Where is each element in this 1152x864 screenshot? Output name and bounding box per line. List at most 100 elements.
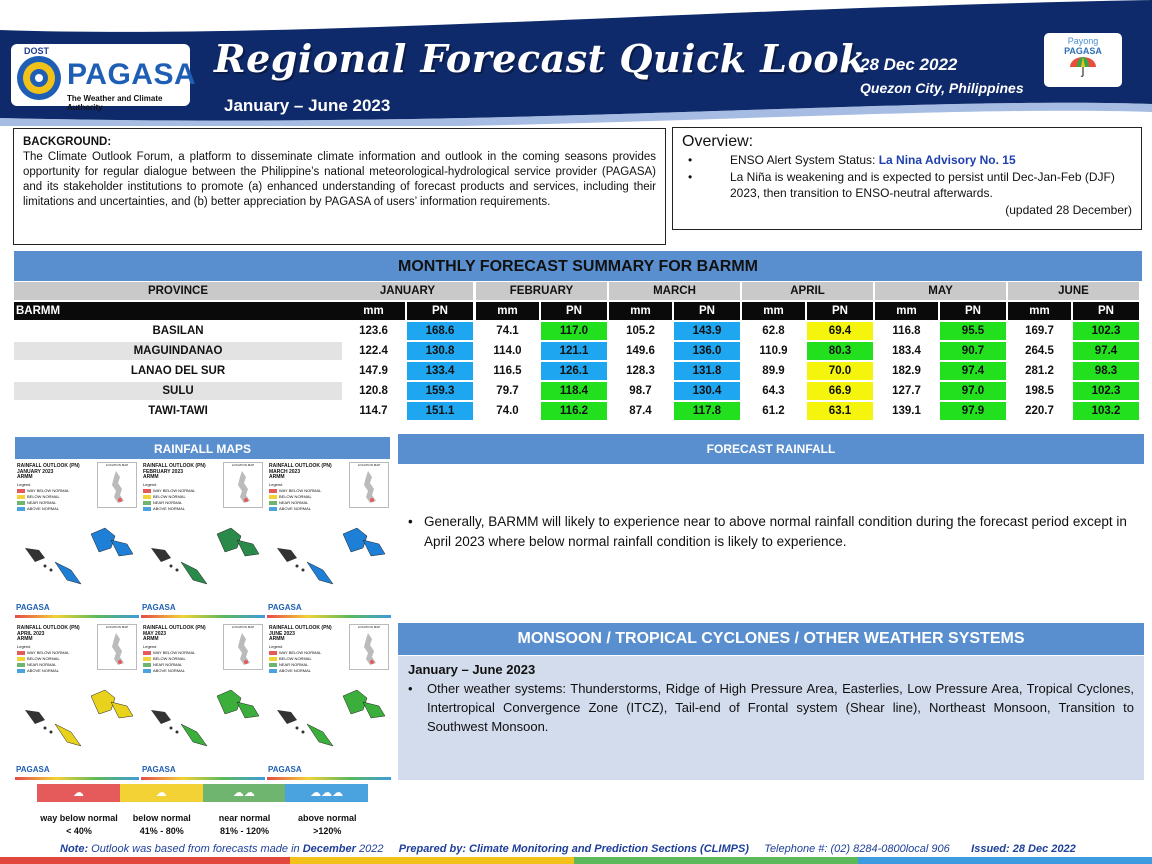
rainfall-mm: 149.6 [626, 345, 655, 357]
footer-telephone: Telephone #: (02) 8284-0800local 906 [764, 843, 950, 855]
rainfall-mm: 122.4 [359, 345, 388, 357]
rainfall-mm: 128.3 [626, 365, 655, 377]
map-title-line: ARMM [143, 636, 159, 642]
cloud-icon: ☁ [72, 787, 84, 799]
mini-legend-item: ABOVE NORMAL [269, 668, 321, 674]
legend-swatch [17, 662, 25, 667]
province-name: LANAO DEL SUR [130, 365, 226, 377]
rainfall-mm: 264.5 [1025, 345, 1054, 357]
mini-pagasa-logo: PAGASA [268, 603, 302, 612]
rainfall-mm: 281.2 [1025, 365, 1054, 377]
legend-label: way below normal < 40% [29, 812, 129, 838]
percent-normal: 117.0 [541, 322, 607, 340]
rainfall-maps-title: RAINFALL MAPS [15, 437, 390, 459]
percent-normal: 118.4 [541, 382, 607, 400]
mini-legend-item: BELOW NORMAL [269, 494, 321, 500]
forecast-rainfall-body: • Generally, BARMM will likely to experi… [408, 512, 1138, 552]
legend-swatch [269, 506, 277, 511]
weather-systems-period: January – June 2023 [408, 662, 536, 677]
table-row: MAGUINDANAO 122.4 130.8 114.0 121.1 149.6 136.… [14, 342, 1142, 362]
barmm-map-icon [277, 527, 386, 585]
map-title-line: ARMM [143, 474, 159, 480]
mini-legend-label: BELOW NORMAL [279, 494, 312, 499]
table-row: BASILAN 123.6 168.6 74.1 117.0 105.2 143.9 62.8… [14, 322, 1142, 342]
map-title-line: ARMM [17, 474, 33, 480]
cloud-icon: ☁☁ [232, 787, 255, 799]
province-name: SULU [14, 382, 342, 400]
philippines-outline-icon [112, 471, 124, 503]
mini-legend-item: ABOVE NORMAL [143, 506, 195, 512]
mini-legend-title: Legend [17, 644, 31, 649]
legend-segment: ☁☁☁ [285, 784, 368, 802]
percent-normal: 90.7 [940, 342, 1006, 360]
rainfall-mm: 98.7 [629, 385, 652, 397]
map-title-line: ARMM [269, 474, 285, 480]
province-name: BASILAN [152, 325, 204, 337]
percent-normal: 97.4 [940, 362, 1006, 380]
legend-swatch [143, 488, 151, 493]
map-mini-legend: Legend WAY BELOW NORMAL BELOW NORMAL NEAR N… [269, 482, 321, 512]
pn-header: PN [807, 302, 873, 320]
legend-swatch [269, 650, 277, 655]
forecast-rainfall-title: FORECAST RAINFALL [398, 434, 1144, 464]
rainfall-mm: 62.8 [762, 325, 785, 337]
mini-pagasa-logo: PAGASA [16, 765, 50, 774]
percent-normal: 131.8 [674, 362, 740, 380]
philippines-outline-icon [112, 633, 124, 665]
mini-legend-item: BELOW NORMAL [17, 494, 69, 500]
footer-note-text: Outlook was based from forecasts made in [88, 843, 303, 855]
rainfall-map-panel: RAINFALL OUTLOOK (PN) JUNE 2023 ARMM Legend… [267, 622, 391, 780]
pagasa-logo: DOST PAGASA The Weather and Climate Auth… [11, 44, 196, 112]
percent-normal: 151.1 [407, 402, 473, 420]
location-map: LOCATION MAP [97, 462, 137, 508]
rainfall-map-panel: RAINFALL OUTLOOK (PN) FEBRUARY 2023 ARMM Le… [141, 460, 265, 618]
mini-legend-item: WAY BELOW NORMAL [269, 650, 321, 656]
legend-segment: ☁ [119, 784, 203, 802]
barmm-map-icon [25, 527, 134, 585]
map-title-line: RAINFALL OUTLOOK (PN) [269, 625, 332, 631]
percent-normal: 116.2 [541, 402, 607, 420]
mini-legend-title: Legend [269, 644, 283, 649]
bullet: • [688, 153, 693, 167]
footer-color-strip [0, 857, 1152, 864]
mini-color-strip [267, 615, 391, 618]
rainfall-mm: 114.7 [359, 405, 388, 417]
mini-legend-item: NEAR NORMAL [17, 500, 69, 506]
mini-legend-item: NEAR NORMAL [269, 500, 321, 506]
mini-legend-item: ABOVE NORMAL [269, 506, 321, 512]
mm-header: mm [609, 302, 672, 320]
location-map-label: LOCATION MAP [105, 463, 129, 467]
percent-normal: 97.4 [1073, 342, 1139, 360]
map-title-line: RAINFALL OUTLOOK (PN) [143, 463, 206, 469]
lanina-text: La Niña is weakening and is expected to … [730, 170, 1115, 200]
map-title-line: RAINFALL OUTLOOK (PN) [17, 625, 80, 631]
pn-header: PN [940, 302, 1006, 320]
percent-normal: 168.6 [407, 322, 473, 340]
mini-legend-label: WAY BELOW NORMAL [279, 488, 322, 493]
mini-color-strip [15, 777, 139, 780]
philippines-outline-icon [238, 471, 250, 503]
mini-legend-label: ABOVE NORMAL [153, 506, 186, 511]
pn-header: PN [674, 302, 740, 320]
mini-legend-label: WAY BELOW NORMAL [153, 650, 196, 655]
percent-normal: 102.3 [1073, 382, 1139, 400]
background-heading: BACKGROUND: [23, 136, 112, 148]
mini-pagasa-logo: PAGASA [142, 603, 176, 612]
map-mini-legend: Legend WAY BELOW NORMAL BELOW NORMAL NEAR N… [143, 644, 195, 674]
map-mini-legend: Legend WAY BELOW NORMAL BELOW NORMAL NEAR N… [17, 482, 69, 512]
mini-legend-label: BELOW NORMAL [27, 494, 60, 499]
cloud-icon: ☁ [155, 787, 167, 799]
map-title-line: ARMM [269, 636, 285, 642]
mini-legend-item: ABOVE NORMAL [17, 506, 69, 512]
map-mini-legend: Legend WAY BELOW NORMAL BELOW NORMAL NEAR N… [17, 644, 69, 674]
enso-status-value: La Nina Advisory No. 15 [878, 153, 1016, 167]
rainfall-mm: 116.8 [892, 325, 921, 337]
footer-text: Note: Outlook was based from forecasts m… [60, 843, 1076, 855]
rainfall-mm: 87.4 [629, 405, 652, 417]
mini-legend-title: Legend [17, 482, 31, 487]
mini-legend-label: ABOVE NORMAL [279, 668, 312, 673]
overview-item-enso: • ENSO Alert System Status: La Nina Advi… [682, 152, 1132, 168]
mini-legend-item: WAY BELOW NORMAL [269, 488, 321, 494]
map-title: RAINFALL OUTLOOK (PN) MAY 2023 ARMM [143, 625, 206, 643]
legend-swatch [269, 668, 277, 673]
